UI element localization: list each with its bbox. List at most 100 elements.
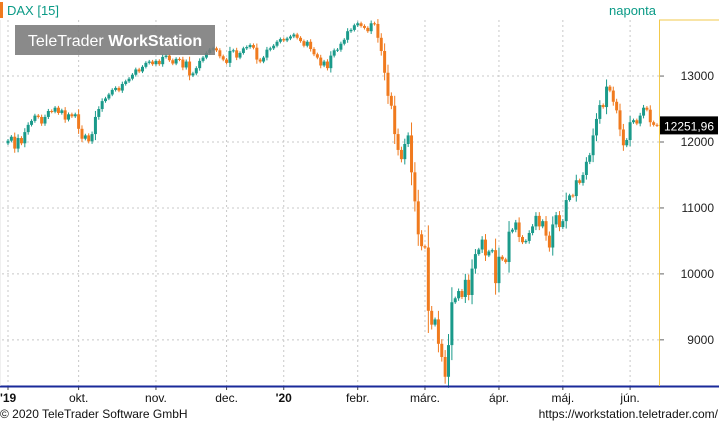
- candle-body: [602, 105, 605, 107]
- footer-url[interactable]: https://workstation.teletrader.com/: [539, 407, 718, 421]
- candle-body: [450, 302, 453, 345]
- candle-body: [656, 125, 659, 126]
- instrument-marker: [0, 2, 3, 18]
- candle-body: [141, 67, 144, 72]
- candle-body: [158, 61, 161, 64]
- candle-body: [622, 129, 625, 145]
- candle-body: [245, 47, 248, 48]
- candle-body: [336, 50, 339, 51]
- candle-body: [652, 122, 655, 125]
- candle-body: [148, 62, 151, 63]
- candle-body: [87, 135, 90, 141]
- candle-body: [13, 137, 16, 149]
- x-tick-label: '19: [0, 391, 17, 405]
- candle-body: [558, 215, 561, 227]
- last-price-label: 12251,96: [664, 119, 714, 133]
- candle-body: [77, 114, 80, 129]
- candle-body: [635, 120, 638, 123]
- candle-body: [191, 73, 194, 75]
- candle-body: [316, 54, 319, 57]
- y-tick-label: 13000: [681, 69, 715, 83]
- candle-body: [7, 141, 10, 144]
- candle-body: [309, 42, 312, 49]
- watermark-text: TeleTrader WorkStation: [28, 33, 202, 50]
- candle-body: [390, 96, 393, 106]
- candle-body: [70, 114, 73, 116]
- candle-body: [370, 23, 373, 31]
- y-tick-label: 11000: [682, 201, 715, 215]
- x-tick-label: okt.: [69, 391, 88, 405]
- candle-body: [168, 56, 171, 61]
- instrument-label: DAX [15]: [7, 3, 59, 18]
- candle-body: [43, 117, 46, 124]
- candle-body: [501, 257, 504, 260]
- candle-body: [333, 50, 336, 55]
- candle-body: [397, 134, 400, 150]
- candle-body: [363, 26, 366, 28]
- candle-body: [222, 56, 225, 59]
- candle-body: [592, 135, 595, 155]
- candle-body: [393, 106, 396, 134]
- candle-body: [57, 108, 60, 113]
- x-tick-label: máj.: [552, 391, 575, 405]
- candle-body: [457, 291, 460, 298]
- candle-body: [437, 319, 440, 343]
- candle-body: [518, 222, 521, 237]
- candle-body: [54, 108, 57, 112]
- candle-body: [528, 233, 531, 241]
- candle-body: [521, 237, 524, 242]
- candle-body: [578, 180, 581, 183]
- x-tick-label: dec.: [215, 391, 238, 405]
- candle-body: [645, 108, 648, 110]
- candle-body: [313, 49, 316, 54]
- candle-body: [477, 249, 480, 254]
- y-tick-label: 10000: [681, 267, 715, 281]
- candle-body: [534, 216, 537, 227]
- candle-body: [444, 357, 447, 377]
- x-tick-label: ápr.: [489, 391, 509, 405]
- candle-body: [407, 135, 410, 144]
- candle-body: [175, 59, 178, 64]
- candle-body: [94, 117, 97, 134]
- candle-body: [27, 125, 30, 132]
- candle-body: [380, 38, 383, 51]
- candle-body: [632, 120, 635, 122]
- candle-body: [524, 241, 527, 242]
- candle-body: [511, 230, 514, 232]
- candle-body: [427, 248, 430, 311]
- period-label: naponta: [609, 3, 657, 18]
- candle-body: [47, 111, 50, 117]
- candle-body: [474, 254, 477, 269]
- candle-body: [582, 175, 585, 183]
- candle-body: [639, 116, 642, 124]
- candle-body: [215, 48, 218, 50]
- candle-body: [232, 50, 235, 51]
- x-tick-label: febr.: [346, 391, 369, 405]
- candle-body: [292, 35, 295, 37]
- candle-body: [107, 95, 110, 99]
- candle-body: [23, 132, 26, 143]
- candle-body: [484, 240, 487, 256]
- candle-body: [262, 58, 265, 62]
- candle-body: [242, 48, 245, 53]
- candle-body: [64, 110, 67, 119]
- candle-body: [588, 155, 591, 162]
- candle-body: [487, 251, 490, 255]
- candle-body: [423, 246, 426, 247]
- candle-body: [598, 105, 601, 119]
- candle-body: [323, 62, 326, 66]
- candle-body: [40, 117, 43, 124]
- candle-body: [605, 87, 608, 107]
- candle-body: [10, 137, 13, 141]
- candle-body: [84, 135, 87, 138]
- candle-body: [319, 58, 322, 66]
- candle-body: [360, 23, 363, 26]
- candle-body: [619, 110, 622, 129]
- candle-body: [454, 298, 457, 302]
- candle-body: [373, 23, 376, 24]
- candle-body: [420, 234, 423, 246]
- candle-body: [538, 216, 541, 227]
- candle-body: [198, 61, 201, 68]
